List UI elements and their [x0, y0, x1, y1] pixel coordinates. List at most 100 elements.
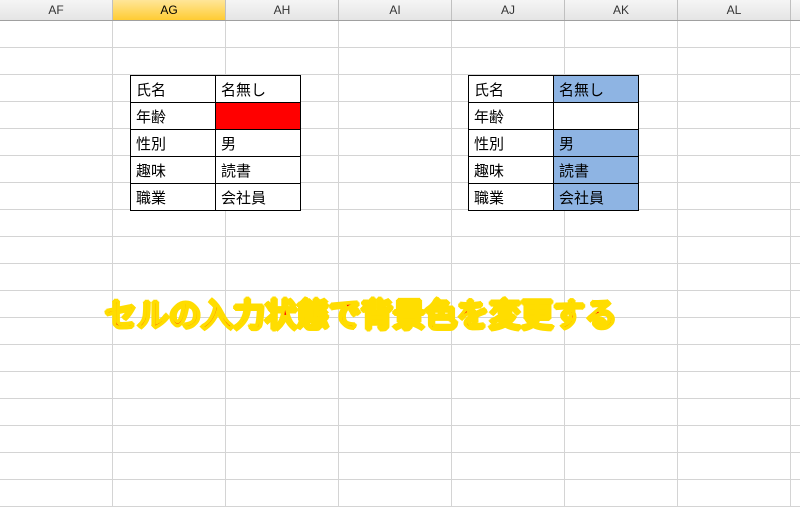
- grid-cell[interactable]: [0, 399, 113, 425]
- column-header-af[interactable]: AF: [0, 0, 113, 20]
- grid-cell[interactable]: [565, 453, 678, 479]
- grid-cell[interactable]: [339, 480, 452, 506]
- grid-cell[interactable]: [226, 237, 339, 263]
- grid-cell[interactable]: [452, 426, 565, 452]
- grid-cell[interactable]: [0, 291, 113, 317]
- grid-cell[interactable]: [339, 75, 452, 101]
- grid-cell[interactable]: [452, 372, 565, 398]
- grid-cell[interactable]: [678, 75, 791, 101]
- column-header-ai[interactable]: AI: [339, 0, 452, 20]
- grid-cell[interactable]: [226, 210, 339, 236]
- grid-cell[interactable]: [678, 210, 791, 236]
- label-cell[interactable]: 性別: [131, 130, 216, 157]
- grid-cell[interactable]: [0, 318, 113, 344]
- grid-cell[interactable]: [452, 453, 565, 479]
- grid-cell[interactable]: [0, 48, 113, 74]
- value-cell[interactable]: 男: [216, 130, 301, 157]
- grid-cell[interactable]: [113, 345, 226, 371]
- grid-cell[interactable]: [0, 426, 113, 452]
- grid-cell[interactable]: [339, 21, 452, 47]
- grid-cell[interactable]: [678, 129, 791, 155]
- value-cell[interactable]: 名無し: [216, 76, 301, 103]
- grid-cell[interactable]: [565, 21, 678, 47]
- grid-cell[interactable]: [113, 426, 226, 452]
- label-cell[interactable]: 年齢: [469, 103, 554, 130]
- value-cell[interactable]: [554, 103, 639, 130]
- value-cell[interactable]: [216, 103, 301, 130]
- grid-cell[interactable]: [226, 48, 339, 74]
- label-cell[interactable]: 職業: [131, 184, 216, 211]
- grid-cell[interactable]: [0, 75, 113, 101]
- grid-cell[interactable]: [565, 210, 678, 236]
- grid-cell[interactable]: [113, 264, 226, 290]
- grid-cell[interactable]: [678, 453, 791, 479]
- grid-cell[interactable]: [226, 480, 339, 506]
- grid-cell[interactable]: [678, 102, 791, 128]
- grid-cell[interactable]: [339, 345, 452, 371]
- label-cell[interactable]: 職業: [469, 184, 554, 211]
- grid-cell[interactable]: [565, 345, 678, 371]
- grid-cell[interactable]: [339, 102, 452, 128]
- label-cell[interactable]: 趣味: [131, 157, 216, 184]
- grid-cell[interactable]: [113, 399, 226, 425]
- grid-cell[interactable]: [565, 426, 678, 452]
- value-cell[interactable]: 会社員: [554, 184, 639, 211]
- grid-cell[interactable]: [226, 345, 339, 371]
- grid-cell[interactable]: [0, 372, 113, 398]
- grid-cell[interactable]: [678, 345, 791, 371]
- grid-cell[interactable]: [452, 480, 565, 506]
- grid-cell[interactable]: [678, 372, 791, 398]
- label-cell[interactable]: 氏名: [469, 76, 554, 103]
- grid-cell[interactable]: [226, 264, 339, 290]
- grid-cell[interactable]: [339, 426, 452, 452]
- grid-cell[interactable]: [113, 237, 226, 263]
- column-header-ak[interactable]: AK: [565, 0, 678, 20]
- grid-cell[interactable]: [226, 453, 339, 479]
- grid-cell[interactable]: [452, 264, 565, 290]
- grid-cell[interactable]: [678, 318, 791, 344]
- grid-cell[interactable]: [565, 264, 678, 290]
- grid-cell[interactable]: [0, 102, 113, 128]
- grid-cell[interactable]: [226, 399, 339, 425]
- grid-cell[interactable]: [113, 21, 226, 47]
- grid-cell[interactable]: [678, 237, 791, 263]
- grid-cell[interactable]: [678, 48, 791, 74]
- value-cell[interactable]: 読書: [554, 157, 639, 184]
- grid-cell[interactable]: [113, 480, 226, 506]
- column-header-ah[interactable]: AH: [226, 0, 339, 20]
- column-header-al[interactable]: AL: [678, 0, 791, 20]
- label-cell[interactable]: 氏名: [131, 76, 216, 103]
- grid-cell[interactable]: [452, 21, 565, 47]
- grid-cell[interactable]: [0, 453, 113, 479]
- grid-cell[interactable]: [678, 21, 791, 47]
- value-cell[interactable]: 会社員: [216, 184, 301, 211]
- value-cell[interactable]: 名無し: [554, 76, 639, 103]
- grid-cell[interactable]: [0, 237, 113, 263]
- grid-cell[interactable]: [0, 264, 113, 290]
- grid-cell[interactable]: [565, 48, 678, 74]
- grid-cell[interactable]: [452, 210, 565, 236]
- grid-cell[interactable]: [678, 264, 791, 290]
- grid-cell[interactable]: [113, 372, 226, 398]
- grid-cell[interactable]: [339, 237, 452, 263]
- grid-cell[interactable]: [678, 480, 791, 506]
- grid-cell[interactable]: [0, 156, 113, 182]
- grid-cell[interactable]: [678, 291, 791, 317]
- grid-cell[interactable]: [0, 480, 113, 506]
- column-header-ag[interactable]: AG: [113, 0, 226, 20]
- value-cell[interactable]: 読書: [216, 157, 301, 184]
- grid-cell[interactable]: [339, 210, 452, 236]
- grid-cell[interactable]: [113, 48, 226, 74]
- grid-cell[interactable]: [339, 372, 452, 398]
- grid-cell[interactable]: [452, 237, 565, 263]
- grid-cell[interactable]: [339, 48, 452, 74]
- grid-cell[interactable]: [565, 237, 678, 263]
- grid-cell[interactable]: [0, 183, 113, 209]
- grid-cell[interactable]: [226, 426, 339, 452]
- label-cell[interactable]: 年齢: [131, 103, 216, 130]
- grid-cell[interactable]: [113, 210, 226, 236]
- grid-cell[interactable]: [113, 453, 226, 479]
- grid-cell[interactable]: [339, 156, 452, 182]
- grid-cell[interactable]: [678, 156, 791, 182]
- grid-cell[interactable]: [339, 453, 452, 479]
